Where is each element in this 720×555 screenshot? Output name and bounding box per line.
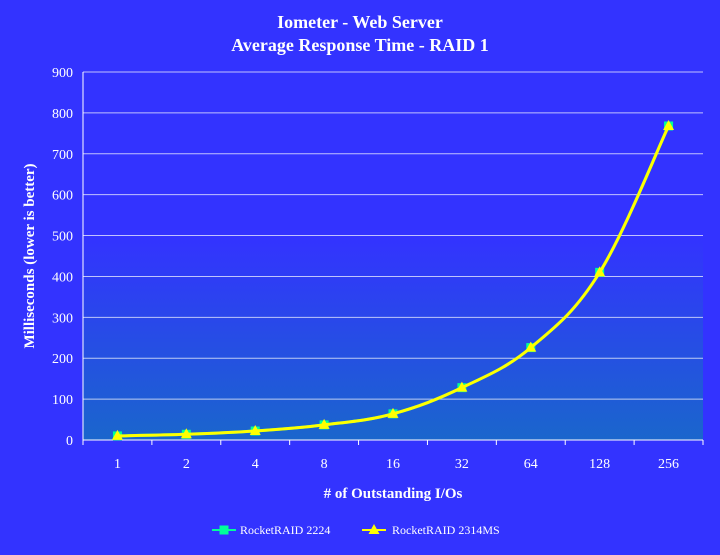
x-tick-label: 16 [386,457,400,472]
legend-marker [219,525,229,535]
data-point [594,266,606,277]
data-point [111,429,123,440]
y-tick-label: 600 [52,189,73,204]
x-tick-label: 128 [589,457,610,472]
plot-area [83,72,703,440]
y-tick-label: 0 [66,434,73,449]
y-tick-label: 900 [52,66,73,81]
y-tick-label: 800 [52,107,73,122]
y-axis-title: Milliseconds (lower is better) [22,163,38,348]
series-2 [111,119,675,440]
chart-subtitle: Average Response Time - RAID 1 [231,35,488,55]
y-tick-label: 700 [52,148,73,163]
data-point [663,119,675,130]
x-tick-label: 64 [524,457,538,472]
x-tick-label: 4 [252,457,259,472]
x-tick-label: 256 [658,457,679,472]
y-axis-ticks: 0 100 200 300 400 500 600 700 800 900 [52,66,73,449]
x-axis-title: # of Outstanding I/Os [324,486,463,502]
legend-label: RocketRAID 2224 [240,523,330,537]
x-tick-label: 8 [321,457,328,472]
data-point [387,407,399,418]
chart-title: Iometer - Web Server [277,12,443,32]
legend: RocketRAID 2224 RocketRAID 2314MS [212,523,500,537]
data-point [456,381,468,392]
y-tick-label: 100 [52,393,73,408]
x-tick-label: 32 [455,457,469,472]
series-layer [111,119,675,441]
x-tick-label: 2 [183,457,190,472]
data-point [249,425,261,436]
data-point [318,418,330,429]
y-tick-label: 300 [52,311,73,326]
x-tick-label: 1 [114,457,121,472]
y-tick-label: 500 [52,230,73,245]
data-point [525,341,537,352]
data-point [180,428,192,439]
y-tick-label: 400 [52,270,73,285]
legend-label: RocketRAID 2314MS [392,523,500,537]
gridlines [82,71,703,441]
x-axis-ticks: 1 2 4 8 16 32 64 128 256 [82,440,704,472]
y-tick-label: 200 [52,352,73,367]
legend-marker [368,524,380,534]
